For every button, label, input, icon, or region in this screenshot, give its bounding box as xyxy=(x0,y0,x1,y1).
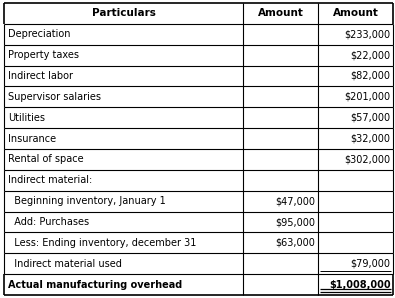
Text: $57,000: $57,000 xyxy=(350,113,391,123)
Text: $79,000: $79,000 xyxy=(351,259,391,269)
Text: Beginning inventory, January 1: Beginning inventory, January 1 xyxy=(8,196,166,206)
Text: $302,000: $302,000 xyxy=(344,154,391,164)
Text: $32,000: $32,000 xyxy=(351,134,391,144)
Text: $63,000: $63,000 xyxy=(276,238,316,248)
Text: $1,008,000: $1,008,000 xyxy=(329,280,391,290)
Text: $22,000: $22,000 xyxy=(350,50,391,60)
Text: Utilities: Utilities xyxy=(8,113,45,123)
Text: Particulars: Particulars xyxy=(92,8,156,18)
Text: Rental of space: Rental of space xyxy=(8,154,83,164)
Text: Depreciation: Depreciation xyxy=(8,29,70,39)
Text: $47,000: $47,000 xyxy=(276,196,316,206)
Text: Add: Purchases: Add: Purchases xyxy=(8,217,89,227)
Text: Supervisor salaries: Supervisor salaries xyxy=(8,92,101,102)
Text: Amount: Amount xyxy=(258,8,303,18)
Text: $95,000: $95,000 xyxy=(276,217,316,227)
Text: Amount: Amount xyxy=(333,8,378,18)
Text: Actual manufacturing overhead: Actual manufacturing overhead xyxy=(8,280,182,290)
Text: Insurance: Insurance xyxy=(8,134,56,144)
Text: Property taxes: Property taxes xyxy=(8,50,79,60)
Text: $82,000: $82,000 xyxy=(351,71,391,81)
Text: Indirect labor: Indirect labor xyxy=(8,71,73,81)
Text: Indirect material used: Indirect material used xyxy=(8,259,122,269)
Text: $233,000: $233,000 xyxy=(344,29,391,39)
Text: Less: Ending inventory, december 31: Less: Ending inventory, december 31 xyxy=(8,238,196,248)
Text: $201,000: $201,000 xyxy=(344,92,391,102)
Text: Indirect material:: Indirect material: xyxy=(8,175,92,185)
